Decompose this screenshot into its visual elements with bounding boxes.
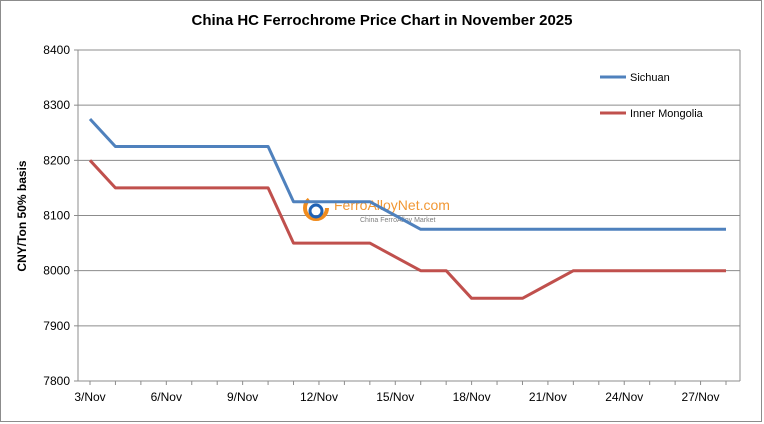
- y-tick-label: 8300: [43, 98, 70, 112]
- watermark-logo-inner-icon: [308, 203, 324, 219]
- x-tick-labels: 3/Nov 6/Nov 9/Nov 12/Nov 15/Nov 18/Nov 21/Nov 2…: [74, 390, 719, 404]
- y-tick-label: 7900: [43, 319, 70, 333]
- watermark-tagline: China FerroAlloy Market: [360, 217, 436, 224]
- x-tick-label: 27/Nov: [682, 390, 720, 404]
- y-tick-labels: 7800 7900 8000 8100 8200 8300 8400: [43, 43, 70, 388]
- x-tick-label: 15/Nov: [376, 390, 414, 404]
- y-tick-label: 8400: [43, 43, 70, 57]
- x-tick-label: 6/Nov: [151, 390, 182, 404]
- series-lines: [88, 117, 726, 300]
- x-tick-label: 12/Nov: [300, 390, 338, 404]
- y-tick-label: 8000: [43, 264, 70, 278]
- x-tick-label: 24/Nov: [605, 390, 643, 404]
- gridlines: [78, 49, 740, 327]
- axes: [74, 49, 741, 385]
- series-line-1: [88, 159, 726, 300]
- x-tick-label: 9/Nov: [227, 390, 258, 404]
- x-tick-label: 18/Nov: [453, 390, 491, 404]
- series-line-0: [88, 117, 726, 231]
- legend-label: Sichuan: [630, 72, 670, 84]
- legend: Sichuan Inner Mongolia: [600, 72, 704, 120]
- chart-title: China HC Ferrochrome Price Chart in Nove…: [191, 12, 573, 29]
- watermark-logo-icon: [303, 195, 329, 221]
- x-tick-label: 21/Nov: [529, 390, 567, 404]
- x-tick-label: 3/Nov: [74, 390, 105, 404]
- watermark-brand: FerroAlloyNet.com: [334, 197, 450, 213]
- y-tick-label: 8200: [43, 153, 70, 167]
- legend-label: Inner Mongolia: [630, 108, 704, 120]
- y-tick-label: 8100: [43, 209, 70, 223]
- y-tick-label: 7800: [43, 374, 70, 388]
